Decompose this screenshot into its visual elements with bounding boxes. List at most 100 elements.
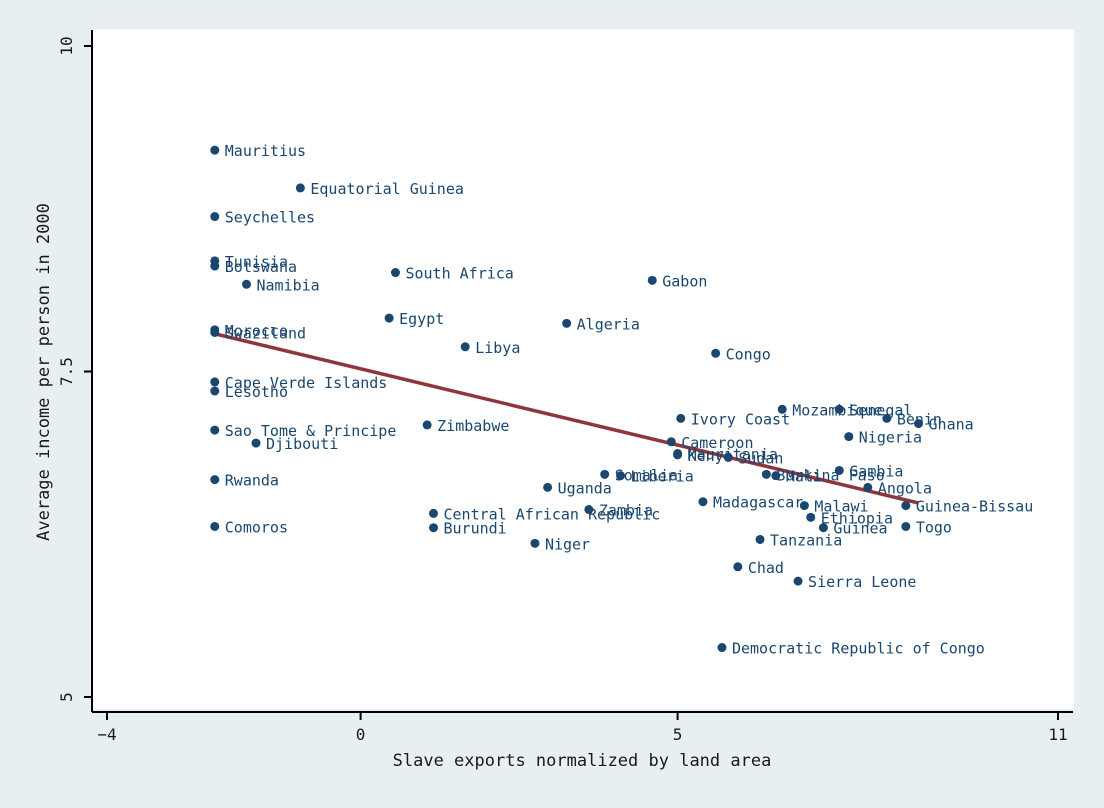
data-point bbox=[530, 538, 540, 548]
fit-line bbox=[214, 332, 919, 505]
data-point bbox=[429, 523, 439, 533]
data-point bbox=[210, 377, 220, 387]
data-point bbox=[210, 521, 220, 531]
data-point bbox=[429, 508, 439, 518]
data-point bbox=[666, 437, 676, 447]
data-point bbox=[901, 521, 911, 531]
x-tick-label: 0 bbox=[356, 725, 366, 744]
point-label: Algeria bbox=[577, 315, 640, 333]
data-point bbox=[834, 404, 844, 414]
data-point bbox=[717, 643, 727, 653]
point-label: Comoros bbox=[225, 518, 288, 536]
data-point bbox=[901, 501, 911, 511]
point-label: Burundi bbox=[444, 520, 507, 538]
point-label: Djibouti bbox=[266, 435, 338, 453]
point-label: Guinea-Bissau bbox=[916, 498, 1033, 516]
data-point bbox=[295, 183, 305, 193]
data-point bbox=[733, 562, 743, 572]
data-point bbox=[600, 469, 610, 479]
point-label: Malawi bbox=[814, 498, 868, 516]
data-point bbox=[390, 268, 400, 278]
data-point bbox=[771, 471, 781, 481]
data-point bbox=[799, 501, 809, 511]
data-point bbox=[818, 523, 828, 533]
point-label: Sudan bbox=[738, 449, 783, 467]
data-points: Mauritius Equatorial Guinea Seychelles Tuni… bbox=[210, 142, 1033, 658]
data-point bbox=[210, 212, 220, 222]
point-label: Ivory Coast bbox=[691, 410, 790, 428]
point-label: Mauritania bbox=[688, 446, 778, 464]
point-label: Ghana bbox=[929, 416, 974, 434]
plot-area bbox=[92, 29, 1074, 709]
point-label: Niger bbox=[545, 535, 590, 553]
data-point bbox=[616, 471, 626, 481]
data-point bbox=[723, 452, 733, 462]
data-point bbox=[863, 482, 873, 492]
data-point bbox=[834, 465, 844, 475]
point-label: Tanzania bbox=[770, 531, 842, 549]
data-point bbox=[210, 145, 220, 155]
point-label: Equatorial Guinea bbox=[310, 180, 464, 198]
y-tick-label: 10 bbox=[57, 36, 76, 55]
point-label: Ethiopia bbox=[821, 509, 893, 527]
point-label: Namibia bbox=[256, 276, 319, 294]
point-label: Tunisia bbox=[225, 253, 288, 271]
data-point bbox=[793, 576, 803, 586]
data-point bbox=[210, 327, 220, 337]
point-label: Libya bbox=[475, 339, 520, 357]
data-point bbox=[761, 469, 771, 479]
data-point bbox=[210, 425, 220, 435]
point-label: Angola bbox=[878, 479, 932, 497]
point-label: Sao Tome & Principe bbox=[225, 422, 397, 440]
point-label: Somalia bbox=[615, 466, 678, 484]
point-label: Chad bbox=[748, 559, 784, 577]
data-point bbox=[584, 505, 594, 515]
data-point bbox=[241, 279, 251, 289]
x-tick-label: 11 bbox=[1048, 725, 1067, 744]
point-label: Guinea bbox=[833, 520, 887, 538]
point-label: Congo bbox=[726, 345, 771, 363]
point-label: Cameroon bbox=[681, 434, 753, 452]
point-label: Liberia bbox=[631, 468, 694, 486]
point-label: Egypt bbox=[399, 310, 444, 328]
data-point bbox=[882, 413, 892, 423]
fit-line-group bbox=[214, 332, 919, 505]
data-point bbox=[460, 342, 470, 352]
data-point bbox=[676, 413, 686, 423]
point-label: Central African Republic bbox=[444, 505, 661, 523]
data-point bbox=[422, 420, 432, 430]
y-tick-label: 7.5 bbox=[57, 357, 76, 386]
point-label: Lesotho bbox=[225, 383, 288, 401]
point-label: South Africa bbox=[405, 265, 513, 283]
point-label: Zambia bbox=[599, 502, 653, 520]
x-tick-label: −4 bbox=[97, 725, 116, 744]
data-point bbox=[210, 386, 220, 396]
point-label: Madagascar bbox=[713, 494, 803, 512]
point-label: Burkina Faso bbox=[776, 466, 884, 484]
data-point bbox=[210, 261, 220, 271]
point-label: Swaziland bbox=[225, 324, 306, 342]
point-label: Gambia bbox=[849, 462, 903, 480]
point-label: Togo bbox=[916, 518, 952, 536]
point-label: Botswana bbox=[225, 258, 297, 276]
data-point bbox=[711, 348, 721, 358]
point-label: Mali bbox=[786, 468, 822, 486]
point-label: Nigeria bbox=[859, 429, 922, 447]
axes: 5 7.5 10 −4 0 5 11 bbox=[57, 30, 1073, 744]
point-label: Zimbabwe bbox=[437, 417, 509, 435]
x-axis-title: Slave exports normalized by land area bbox=[393, 751, 772, 771]
x-tick-label: 5 bbox=[673, 725, 683, 744]
point-label: Sierra Leone bbox=[808, 573, 916, 591]
data-point bbox=[698, 497, 708, 507]
data-point bbox=[844, 432, 854, 442]
data-point bbox=[914, 419, 924, 429]
data-point bbox=[562, 318, 572, 328]
data-point bbox=[251, 438, 261, 448]
data-point bbox=[777, 404, 787, 414]
point-label: Gabon bbox=[662, 272, 707, 290]
data-point bbox=[210, 475, 220, 485]
point-label: Morocco bbox=[225, 322, 288, 340]
data-point bbox=[755, 534, 765, 544]
